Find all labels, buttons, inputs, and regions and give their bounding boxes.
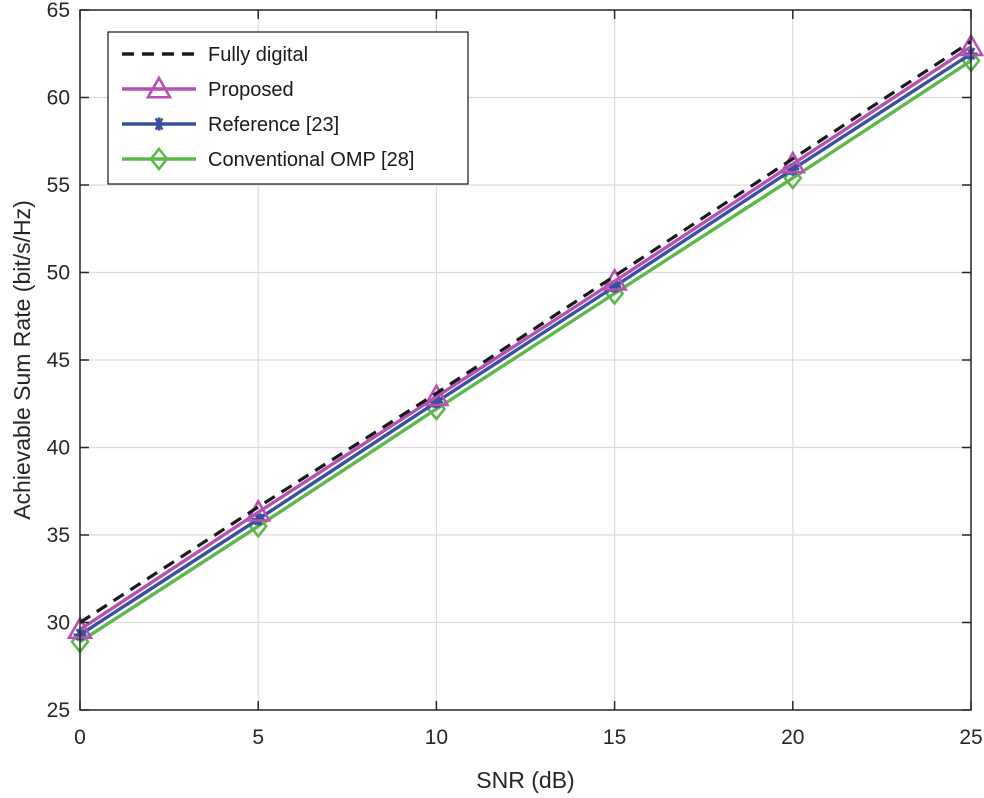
legend-item: Fully digital — [122, 44, 308, 66]
x-tick-label: 5 — [252, 726, 264, 749]
x-axis-label: SNR (dB) — [476, 767, 574, 793]
y-tick-label: 65 — [47, 0, 70, 22]
x-tick-label: 25 — [959, 726, 982, 749]
series-fully-digital — [79, 40, 972, 624]
data-point — [423, 383, 450, 407]
y-tick-label: 55 — [47, 174, 70, 197]
legend-marker — [152, 117, 166, 131]
legend-label: Proposed — [208, 79, 294, 101]
x-tick-label: 15 — [603, 726, 626, 749]
legend-marker — [145, 75, 173, 99]
y-tick-label: 40 — [47, 437, 70, 460]
axis-ticks: 0 5 10 15 20 25 25 30 35 40 45 50 55 60 65 — [47, 0, 983, 749]
legend-label: Reference [23] — [208, 114, 339, 136]
legend-item: Proposed — [122, 75, 294, 101]
y-tick-label: 45 — [47, 349, 70, 372]
y-tick-label: 30 — [47, 612, 70, 635]
legend: Fully digital Proposed Reference [23] Conve… — [107, 31, 469, 185]
series-line — [79, 59, 972, 644]
y-tick-label: 50 — [47, 262, 70, 285]
y-tick-label: 35 — [47, 524, 70, 547]
legend-label: Conventional OMP [28] — [208, 149, 414, 171]
series-line — [79, 52, 972, 637]
x-tick-label: 0 — [74, 726, 86, 749]
series-line — [79, 40, 972, 624]
y-tick-label: 60 — [47, 87, 70, 110]
x-tick-label: 10 — [425, 726, 448, 749]
y-tick-label: 25 — [47, 699, 70, 722]
legend-label: Fully digital — [208, 44, 308, 66]
y-axis-label: Achievable Sum Rate (bit/s/Hz) — [9, 200, 35, 520]
legend-item: Conventional OMP [28] — [122, 146, 414, 172]
legend-item: Reference [23] — [122, 114, 339, 136]
legend-marker — [149, 146, 169, 172]
series-line — [79, 45, 972, 631]
x-tick-label: 20 — [781, 726, 804, 749]
